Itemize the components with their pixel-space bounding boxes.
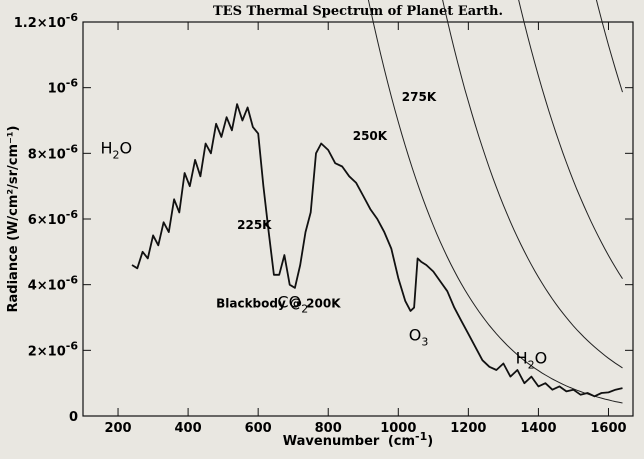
chart-title: TES Thermal Spectrum of Planet Earth.	[213, 4, 503, 19]
x-tick-label-1: 400	[175, 421, 202, 436]
y-tick-label-2: 4×10-6	[28, 274, 79, 294]
x-axis-title: Wavenumber (cm-1)	[283, 430, 433, 449]
y-axis: 0 2×10-6 4×10-6 6×10-6 8×10-6 10-6 1.2×10-6	[14, 11, 633, 425]
x-tick-label-4: 1000	[380, 421, 416, 436]
x-tick-label-7: 1600	[590, 421, 626, 436]
x-axis-title-unit-close: )	[427, 434, 433, 449]
x-axis-title-unit: (cm	[388, 434, 415, 449]
y-tick-label-1: 2×10-6	[28, 339, 79, 359]
x-tick-label-2: 600	[245, 421, 272, 436]
x-tick-label-6: 1400	[520, 421, 556, 436]
y-axis-title: Radiance (W/cm²/sr/cm⁻¹)	[6, 126, 21, 313]
x-axis: 200 400 600 800 1000 1200 1400 1600	[104, 22, 627, 436]
molecule-annotations: H2O CO2 O3 H2O	[101, 138, 548, 371]
y-tick-label-0: 0	[69, 410, 78, 425]
curve-label-3: Blackbody @ 200K	[216, 297, 341, 311]
plot-frame	[82, 21, 634, 417]
x-tick-label-3: 800	[315, 421, 342, 436]
annotation-O3: O3	[409, 325, 429, 348]
x-axis-title-text: Wavenumber	[283, 434, 380, 449]
curve-label-2: 225K	[237, 218, 272, 232]
annotation-CO2: CO2	[277, 293, 308, 316]
measured-spectrum	[131, 103, 623, 398]
x-tick-label-0: 200	[104, 421, 131, 436]
blackbody-curve-200K	[367, 0, 623, 404]
x-tick-label-5: 1200	[450, 421, 486, 436]
blackbody-curves	[367, 0, 623, 404]
blackbody-curve-225K	[442, 0, 623, 369]
annotation-H2O-right: H2O	[516, 348, 548, 371]
curve-label-0: 275K	[402, 90, 437, 104]
blackbody-curve-250K	[518, 0, 623, 279]
x-axis-title-unit-exp: -1	[415, 430, 427, 443]
measured-spectrum-line	[131, 103, 623, 398]
y-tick-label-3: 6×10-6	[28, 208, 79, 228]
y-tick-label-5: 10-6	[48, 77, 79, 97]
curve-label-1: 250K	[353, 129, 388, 143]
annotation-H2O-left: H2O	[101, 138, 133, 161]
curve-labels: 275K 250K 225K Blackbody @ 200K	[216, 90, 437, 311]
y-tick-label-6: 1.2×10-6	[14, 11, 79, 31]
y-tick-label-4: 8×10-6	[28, 142, 79, 162]
